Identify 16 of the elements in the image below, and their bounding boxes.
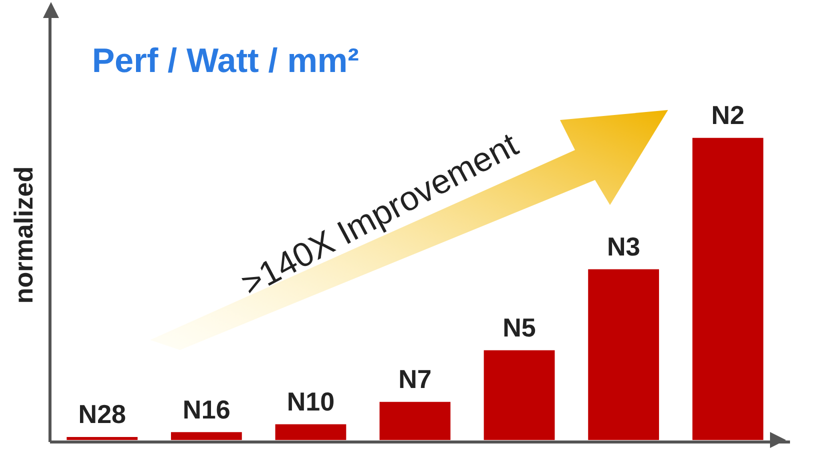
chart-title: Perf / Watt / mm²	[92, 42, 359, 81]
x-tick-label: N28	[78, 399, 126, 430]
x-tick-label: N3	[606, 231, 640, 262]
x-tick-label: N5	[502, 312, 536, 342]
x-tick-label: N7	[398, 364, 432, 394]
bar	[380, 402, 450, 440]
x-tick-label: N16	[182, 394, 230, 424]
y-axis-title: normalized	[8, 166, 40, 304]
bar	[275, 424, 346, 440]
bar	[484, 350, 555, 440]
bar	[692, 138, 764, 440]
bar	[66, 436, 138, 440]
x-tick-label: N2	[711, 100, 744, 130]
bar	[170, 432, 242, 440]
x-tick-label: N10	[286, 386, 335, 416]
bar	[588, 269, 660, 440]
